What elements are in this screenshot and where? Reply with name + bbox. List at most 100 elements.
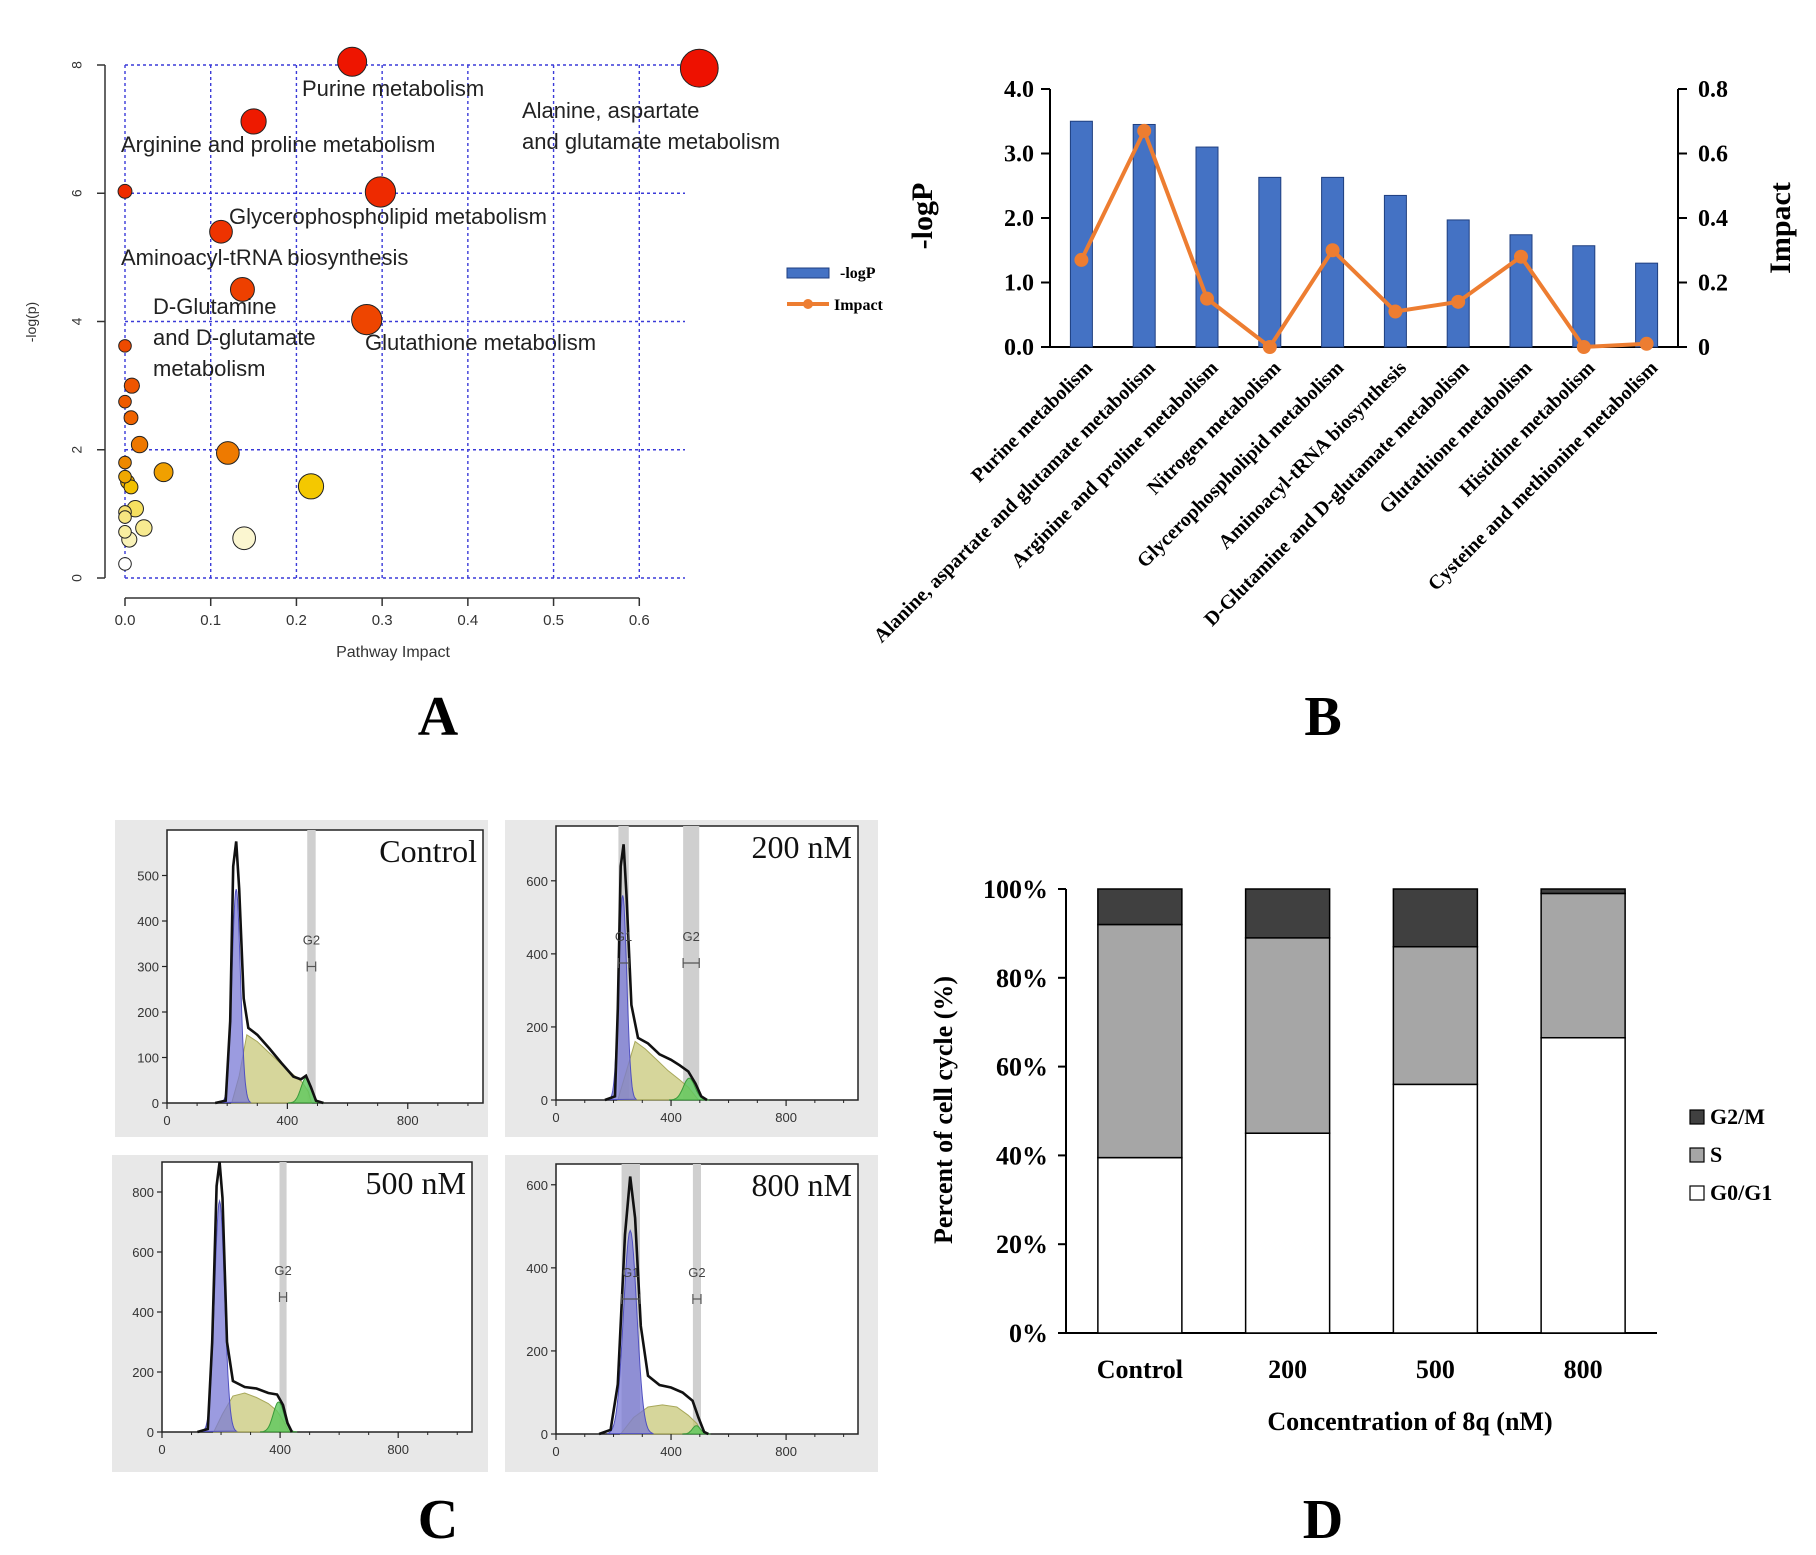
stacked-bar-segment (1244, 1132, 1331, 1334)
bubble-label: Purine metabolism (302, 76, 484, 101)
impact-line (1079, 125, 1647, 350)
x-tick-label: 0 (552, 1110, 559, 1125)
y-tick-label: 600 (526, 1178, 548, 1193)
histogram-title: 500 nM (366, 1165, 466, 1201)
y2-tick-label: 0 (1698, 335, 1710, 361)
histogram-plot-area (555, 1163, 859, 1435)
legend-swatch (1689, 1147, 1705, 1163)
impact-point (1639, 336, 1654, 351)
stacked-bar-segment (1540, 892, 1626, 1039)
legend-swatch-neglogp (786, 267, 830, 279)
histogram-outline (197, 1161, 294, 1434)
y-tick-label: 4 (69, 317, 85, 325)
bubble-point (123, 410, 139, 426)
bubble-point (118, 557, 132, 571)
x-tick-label: 0.0 (115, 612, 136, 629)
bubble-point (209, 219, 233, 244)
bubble-point (117, 183, 133, 199)
category-label: Cysteine and methionine metabolism (1424, 357, 1663, 596)
bubble-point (118, 394, 132, 409)
bubble-point (118, 510, 132, 524)
y-tick-label: 600 (526, 874, 548, 889)
stacked-bar-segment (1540, 1036, 1626, 1334)
gate-label: G2 (683, 929, 700, 944)
y-tick-label: 0% (1009, 1319, 1048, 1348)
impact-point (1576, 340, 1591, 354)
bar-neglogp (1635, 262, 1659, 348)
legend-label: S (1710, 1142, 1722, 1167)
y-tick-label: 0 (152, 1096, 159, 1111)
panel-letter-b: B (1304, 686, 1341, 748)
bar-neglogp (1069, 120, 1093, 348)
bubble-point (153, 462, 174, 483)
panel-letter-d: D (1303, 1489, 1343, 1551)
impact-point (1137, 123, 1152, 138)
panel-c-flow-histograms: G2 0 100 200 300 400 500 0 400 800 Control G1 G2 0 200… (112, 820, 878, 1472)
stacked-bar-segment (1097, 923, 1183, 1159)
histogram-outline (604, 844, 708, 1102)
bar-neglogp (1383, 194, 1407, 348)
y-tick-label: 0.0 (1004, 335, 1034, 361)
stacked-bar-segment (1097, 888, 1183, 926)
y-tick-label: 8 (69, 61, 85, 69)
y2-tick-label: 0.8 (1698, 77, 1728, 103)
y2-axis-title: Impact (1764, 182, 1797, 274)
bubble-label: Glutathione metabolism (365, 330, 596, 355)
x-tick-label: 0.2 (286, 612, 307, 629)
y-tick-label: 200 (132, 1365, 154, 1380)
bubble-point (216, 441, 240, 465)
x-tick-label: 400 (660, 1444, 682, 1459)
bubble-point (130, 435, 149, 454)
bubble-point (679, 48, 719, 88)
impact-point (1451, 294, 1466, 309)
bar-neglogp (1446, 219, 1470, 348)
bubble-point (240, 108, 267, 135)
legend-swatch (1689, 1185, 1705, 1201)
bubble-point (118, 469, 132, 484)
histogram-subplot: G1 G2 0 200 400 600 0 400 800 200 nM (505, 820, 878, 1137)
y-tick-label: 4.0 (1004, 77, 1034, 103)
y-tick-label: 60% (996, 1053, 1048, 1082)
panel-letter-c: C (418, 1489, 458, 1551)
gate-label: G2 (274, 1263, 291, 1278)
stacked-bar-segment (1392, 945, 1479, 1086)
bubble-label: Aminoacyl-tRNA biosynthesis (121, 245, 408, 270)
gate-label: G2 (303, 933, 320, 948)
stacked-bar-segment (1097, 1156, 1183, 1334)
panel-b-combo-chart: 0.0 1.0 2.0 3.0 4.0 0 0.2 0.4 0.6 0.8 -logP Impact P… (786, 77, 1797, 647)
bubble-point (118, 525, 132, 539)
stacked-bar-segment (1540, 888, 1626, 895)
y-axis-title: -log(p) (23, 302, 39, 342)
y-tick-label: 40% (996, 1141, 1048, 1170)
stacked-bar-segment (1244, 888, 1331, 939)
y-tick-label: 80% (996, 964, 1048, 993)
y-axis-title: -logP (906, 183, 939, 250)
y-tick-label: 400 (137, 914, 159, 929)
y-tick-label: 0 (147, 1425, 154, 1440)
panel-a-bubble-chart: 0 2 4 6 8 0.0 0.1 0.2 0.3 0.4 0.5 0.6 Pathway Impact… (23, 46, 780, 661)
y2-tick-label: 0.4 (1698, 206, 1728, 232)
histogram-outline (598, 1176, 709, 1436)
y-tick-label: 600 (132, 1245, 154, 1260)
x-tick-label: 0.6 (629, 612, 650, 629)
bar-neglogp (1195, 146, 1219, 348)
y-tick-label: 200 (526, 1344, 548, 1359)
stacked-bar-segment (1392, 1083, 1479, 1334)
legend-label: G2/M (1710, 1104, 1765, 1129)
bubble-point (351, 303, 383, 336)
bubble-point (364, 176, 397, 208)
bubble-point (232, 526, 256, 551)
gate-label: G2 (688, 1265, 705, 1280)
histogram-outline (214, 841, 324, 1105)
stacked-bar-segment (1392, 888, 1479, 948)
x-tick-label: 0.1 (200, 612, 221, 629)
bubble-point (118, 455, 132, 470)
category-label: Control (1097, 1355, 1183, 1384)
legend-label-impact: Impact (834, 297, 884, 314)
y-tick-label: 100 (137, 1051, 159, 1066)
impact-point (1514, 249, 1528, 264)
x-tick-label: 400 (269, 1442, 291, 1457)
y-tick-label: 0 (69, 574, 85, 582)
panel-d-stacked-bar-chart: 0% 20% 40% 60% 80% 100% Control 200 500 800 Concen… (929, 875, 1772, 1436)
y2-tick-label: 0.2 (1698, 271, 1728, 297)
